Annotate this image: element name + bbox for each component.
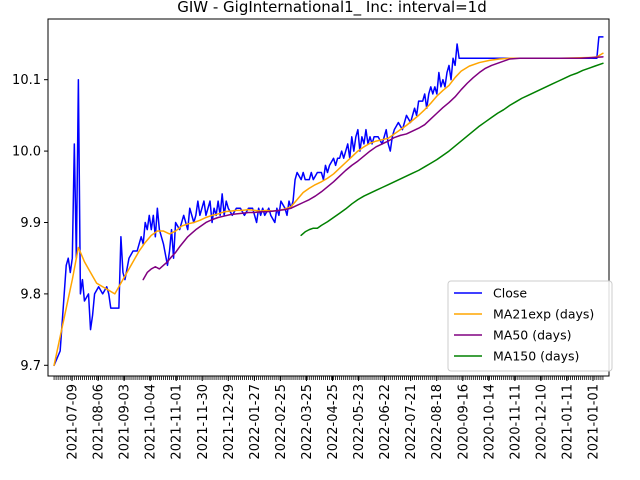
x-tick-label-17: 2020-11-11 <box>508 384 523 460</box>
axis-layer: 9.7 9.8 9.9 10.0 10.1 2021-07-09 2021-08-06 202… <box>12 73 604 460</box>
x-tick-label-1: 2021-08-06 <box>92 384 107 460</box>
x-tick-label-9: 2022-03-25 <box>300 384 315 460</box>
x-tick-label-12: 2022-06-22 <box>378 384 393 460</box>
series-line-3 <box>300 62 604 237</box>
x-tick-label-20: 2021-01-01 <box>587 384 602 460</box>
x-tick-label-6: 2021-12-29 <box>222 384 237 460</box>
legend-label-3: MA150 (days) <box>493 349 579 364</box>
legend: Close MA21exp (days) MA50 (days) MA150 (day… <box>447 280 613 372</box>
series-line-0 <box>53 36 604 367</box>
x-tick-label-0: 2021-07-09 <box>66 384 81 460</box>
y-tick-label-1: 9.8 <box>20 287 41 302</box>
x-tick-label-8: 2022-02-25 <box>274 384 289 460</box>
x-tick-label-13: 2022-07-21 <box>404 384 419 460</box>
x-tick-label-10: 2022-04-25 <box>326 384 341 460</box>
x-tick-label-11: 2022-05-23 <box>352 384 367 460</box>
x-tick-label-3: 2021-10-04 <box>144 384 159 460</box>
x-tick-label-16: 2020-10-14 <box>482 384 497 460</box>
y-tick-label-3: 10.0 <box>12 145 41 160</box>
y-tick-label-0: 9.7 <box>20 359 41 374</box>
x-tick-label-2: 2021-09-03 <box>118 384 133 460</box>
legend-label-2: MA50 (days) <box>493 328 571 343</box>
x-tick-label-18: 2020-12-10 <box>534 384 549 460</box>
series-line-1 <box>53 52 604 367</box>
chart-title: GIW - GigInternational1_ Inc: interval=1… <box>177 0 487 17</box>
y-tick-label-4: 10.1 <box>12 73 41 88</box>
legend-label-0: Close <box>493 286 527 301</box>
plot-frame <box>47 18 610 377</box>
legend-label-1: MA21exp (days) <box>493 307 594 322</box>
x-tick-label-4: 2021-11-01 <box>170 384 185 460</box>
x-tick-label-5: 2021-11-30 <box>196 384 211 460</box>
legend-box <box>447 280 613 372</box>
x-tick-label-15: 2020-09-16 <box>456 384 471 460</box>
y-tick-label-2: 9.9 <box>20 216 41 231</box>
series-layer <box>53 36 604 367</box>
x-tick-label-14: 2022-08-18 <box>430 384 445 460</box>
series-line-2 <box>142 56 604 281</box>
x-tick-label-19: 2021-01-11 <box>560 384 575 460</box>
x-tick-label-7: 2022-01-27 <box>248 384 263 460</box>
